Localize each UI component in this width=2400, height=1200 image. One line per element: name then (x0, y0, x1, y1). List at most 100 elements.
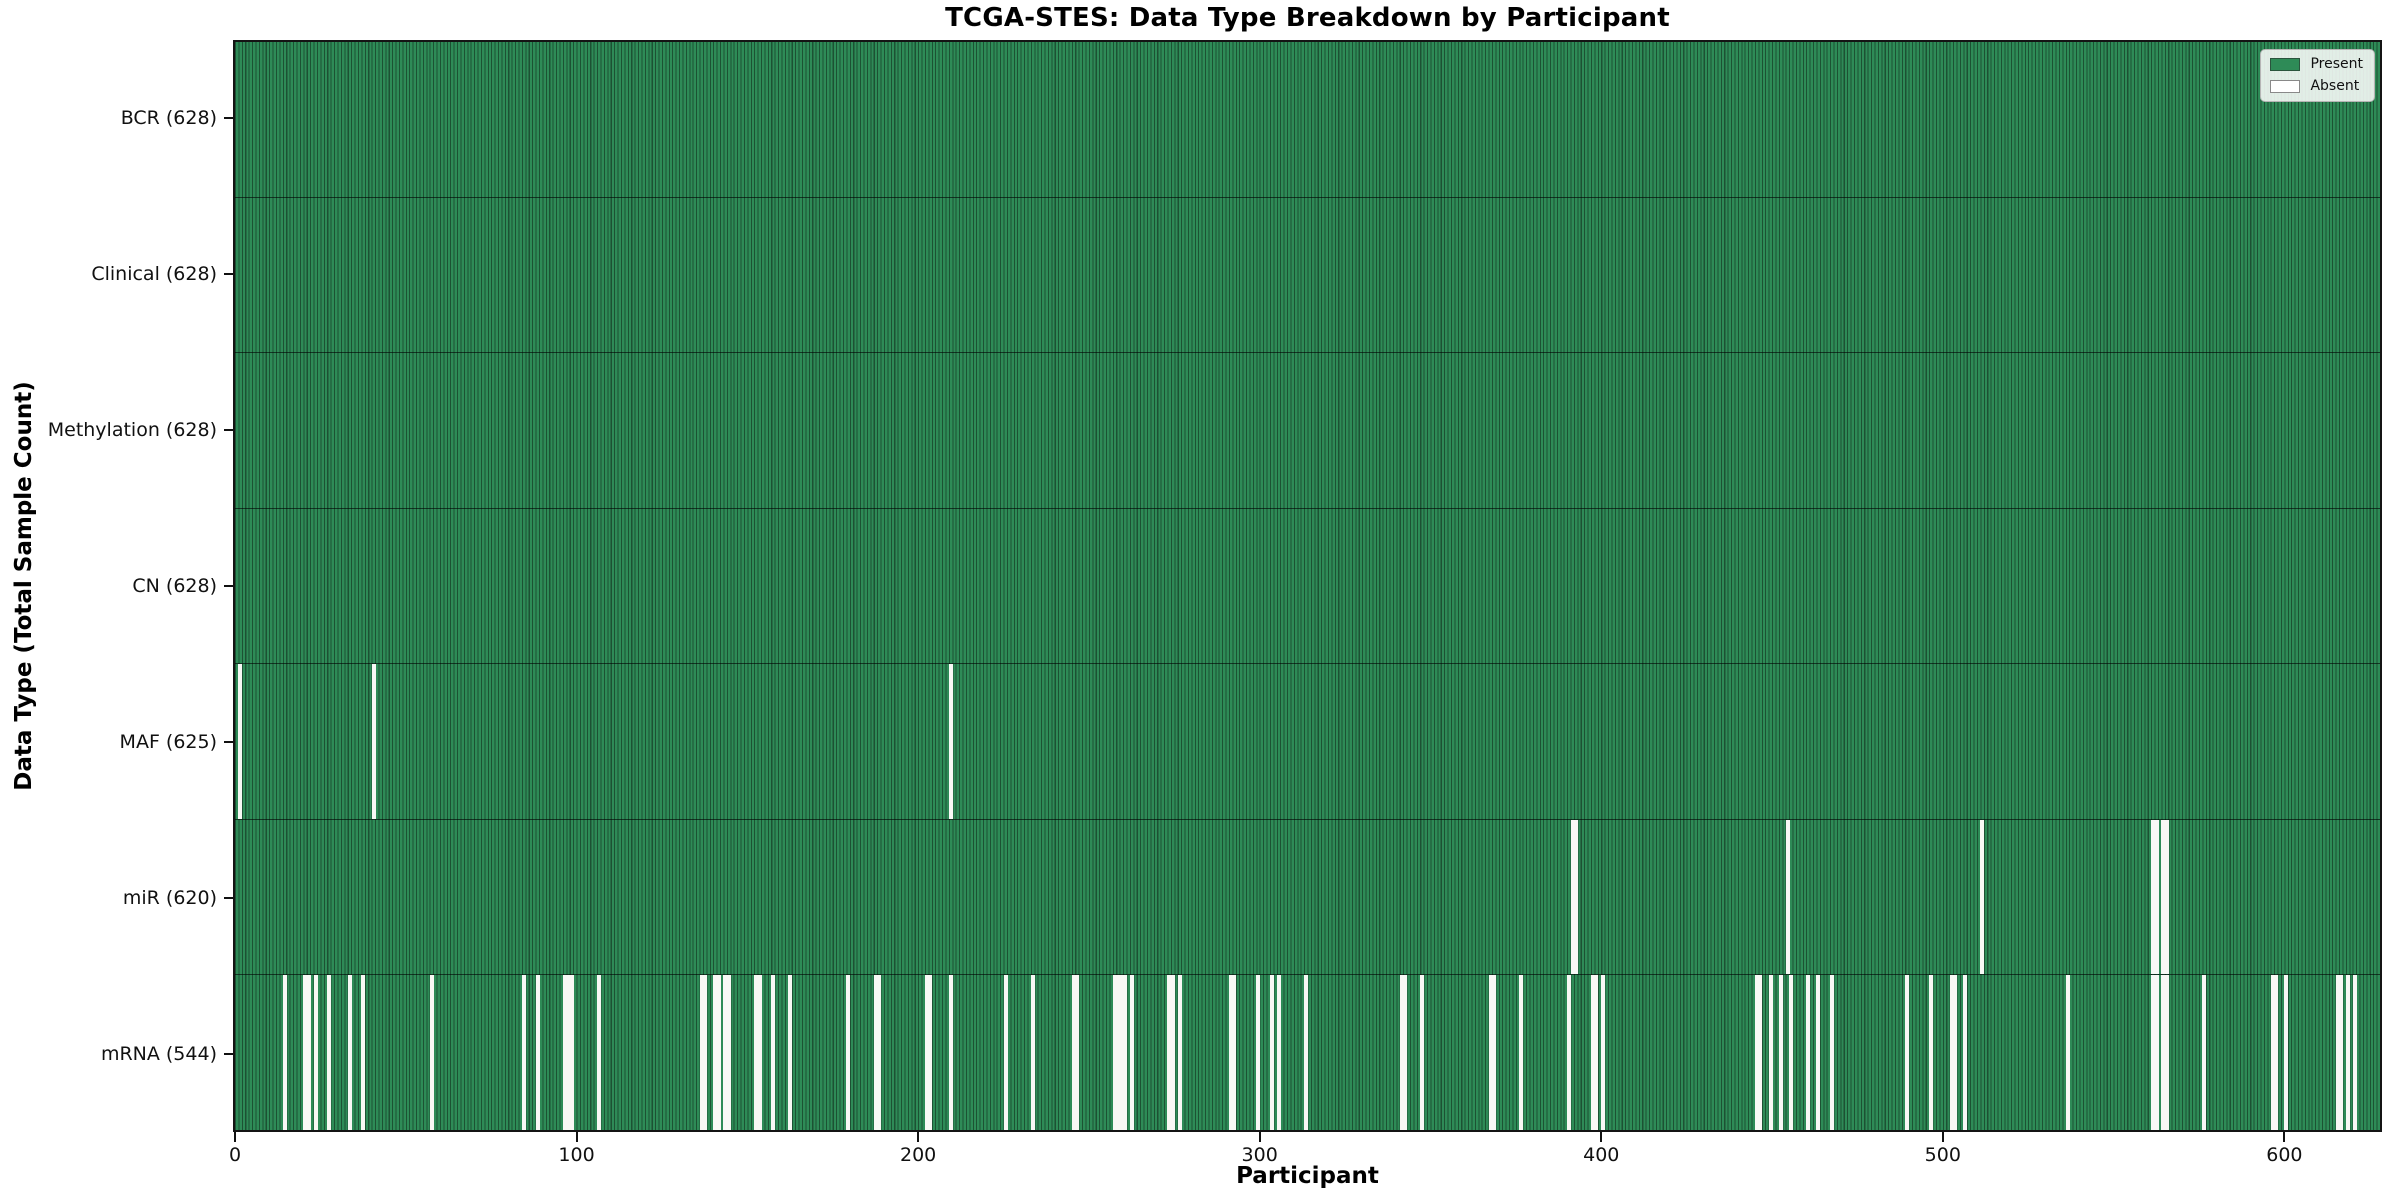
absent-mark (754, 975, 759, 1131)
absent-mark (1594, 975, 1599, 1131)
heatmap-row-methylation (235, 353, 2380, 509)
x-axis-label: Participant (1236, 1163, 1379, 1189)
absent-mark (306, 975, 311, 1131)
absent-mark (702, 975, 707, 1131)
absent-mark (1768, 975, 1773, 1131)
absent-mark (2284, 975, 2289, 1131)
absent-mark (1420, 975, 1425, 1131)
absent-mark (1754, 975, 1759, 1131)
absent-mark (2151, 975, 2156, 1131)
absent-mark (1177, 975, 1182, 1131)
absent-mark (1567, 975, 1572, 1131)
absent-mark (1167, 975, 1172, 1131)
absent-mark (1590, 975, 1595, 1131)
absent-mark (562, 975, 567, 1131)
absent-mark (1170, 975, 1175, 1131)
absent-mark (2274, 975, 2279, 1131)
absent-mark (699, 975, 704, 1131)
absent-mark (1116, 975, 1121, 1131)
absent-mark (2164, 975, 2169, 1131)
y-tick-label-cn: CN (628) (132, 575, 217, 597)
absent-mark (1119, 975, 1124, 1131)
heatmap-row-bcr (235, 42, 2380, 198)
absent-mark (726, 975, 731, 1131)
absent-mark (1601, 975, 1606, 1131)
absent-mark (2161, 819, 2166, 975)
x-tick-mark (234, 1132, 236, 1142)
heatmap-row-clinical (235, 197, 2380, 354)
absent-mark (1963, 975, 1968, 1131)
absent-mark (1949, 975, 1954, 1131)
absent-mark (2202, 975, 2207, 1131)
absent-mark (1003, 975, 1008, 1131)
absent-mark (2161, 975, 2166, 1131)
absent-mark (1573, 819, 1578, 975)
y-axis: BCR (628) Clinical (628) Methylation (628)… (0, 40, 233, 1132)
y-tick-label-clinical: Clinical (628) (91, 263, 217, 285)
legend-label-present: Present (2310, 56, 2363, 72)
absent-mark (2270, 975, 2275, 1131)
absent-mark (1269, 975, 1274, 1131)
absent-mark (2352, 975, 2357, 1131)
absent-mark (1789, 975, 1794, 1131)
absent-mark (1304, 975, 1309, 1131)
absent-mark (873, 975, 878, 1131)
absent-mark (566, 975, 571, 1131)
x-tick-label: 600 (2266, 1144, 2303, 1166)
absent-mark (2065, 975, 2070, 1131)
absent-mark (371, 664, 376, 819)
y-tick-mark (224, 741, 233, 743)
absent-mark (1276, 975, 1281, 1131)
absent-mark (2339, 975, 2343, 1131)
x-tick-mark (2283, 1132, 2286, 1142)
absent-mark (716, 975, 721, 1131)
absent-mark (2154, 819, 2159, 975)
x-tick-label: 0 (228, 1144, 242, 1166)
legend-swatch-absent (2270, 79, 2301, 93)
absent-mark (1491, 975, 1496, 1131)
absent-mark (303, 975, 308, 1131)
absent-mark (1399, 975, 1404, 1131)
y-tick-mark (224, 897, 233, 899)
absent-mark (597, 975, 602, 1131)
absent-mark (1806, 975, 1811, 1131)
heatmap-row-cn (235, 508, 2380, 665)
absent-mark (238, 664, 243, 819)
absent-mark (313, 975, 318, 1131)
x-tick-mark (1258, 1132, 1261, 1142)
absent-mark (1112, 975, 1117, 1131)
absent-mark (2151, 819, 2156, 975)
legend-label-absent: Absent (2310, 78, 2360, 94)
absent-mark (347, 975, 352, 1131)
heatmap-row-mrna (235, 975, 2380, 1131)
absent-mark (846, 975, 851, 1131)
absent-mark (2335, 975, 2340, 1131)
legend-swatch-present (2270, 57, 2301, 71)
heatmap-rows (235, 42, 2380, 1131)
absent-mark (1129, 975, 1134, 1131)
absent-mark (1488, 975, 1493, 1131)
legend: Present Absent (2260, 49, 2375, 102)
absent-mark (2164, 819, 2169, 975)
absent-mark (1570, 819, 1575, 975)
absent-mark (429, 975, 434, 1131)
absent-mark (282, 975, 287, 1131)
legend-item-present: Present (2270, 56, 2363, 72)
absent-mark (1519, 975, 1524, 1131)
absent-mark (1232, 975, 1237, 1131)
absent-mark (877, 975, 882, 1131)
y-tick-mark (224, 1053, 233, 1055)
absent-mark (1929, 975, 1934, 1131)
heatmap-row-maf (235, 664, 2380, 820)
absent-mark (928, 975, 933, 1131)
heatmap-row-mir (235, 819, 2380, 976)
absent-mark (1816, 975, 1821, 1131)
x-axis: 0 100 200 300 400 500 600 (229, 1132, 2380, 1178)
absent-mark (1071, 975, 1076, 1131)
absent-mark (1778, 975, 1783, 1131)
y-tick-label-methylation: Methylation (628) (47, 419, 217, 441)
x-tick-mark (1600, 1132, 1603, 1142)
y-tick-label-bcr: BCR (628) (120, 107, 217, 129)
absent-mark (713, 975, 718, 1131)
absent-mark (1830, 975, 1835, 1131)
